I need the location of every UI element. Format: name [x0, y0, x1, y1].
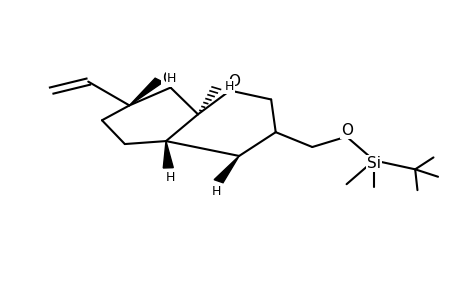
Text: H: H [211, 184, 220, 197]
Text: H: H [166, 171, 175, 184]
Text: H: H [167, 72, 176, 85]
Polygon shape [163, 141, 173, 168]
Text: O: O [228, 74, 240, 89]
Text: Si: Si [366, 156, 380, 171]
Polygon shape [129, 78, 163, 105]
Text: O: O [162, 71, 174, 86]
Polygon shape [213, 156, 239, 183]
Text: O: O [341, 123, 353, 138]
Text: H: H [224, 80, 233, 93]
